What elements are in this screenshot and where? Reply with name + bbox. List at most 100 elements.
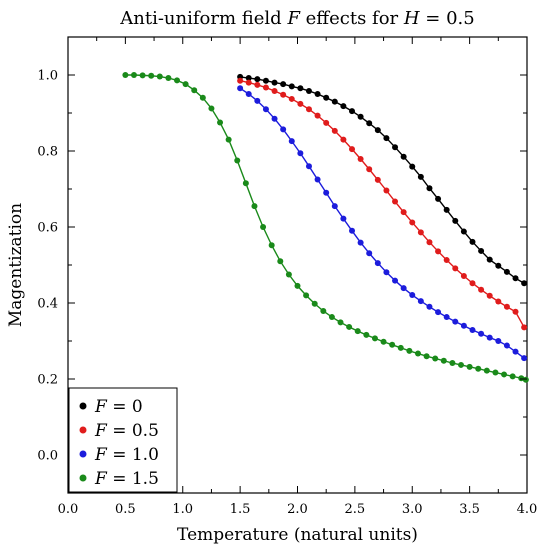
chart-title-text: Anti-uniform field F effects for H = 0.5 bbox=[119, 8, 474, 29]
data-point bbox=[469, 238, 476, 245]
data-point bbox=[288, 83, 295, 90]
data-point bbox=[503, 342, 510, 349]
data-point bbox=[400, 153, 407, 160]
data-point bbox=[518, 375, 525, 382]
data-point bbox=[392, 277, 399, 284]
x-tick-label: 3.5 bbox=[459, 502, 480, 517]
data-point bbox=[331, 203, 338, 210]
data-point bbox=[251, 203, 258, 210]
data-point bbox=[139, 72, 146, 79]
x-tick-label: 1.5 bbox=[230, 502, 251, 517]
data-point bbox=[366, 166, 373, 173]
data-point bbox=[288, 95, 295, 102]
data-point bbox=[503, 303, 510, 310]
data-point bbox=[475, 365, 482, 372]
data-point bbox=[432, 355, 439, 362]
data-point bbox=[303, 292, 310, 299]
data-point bbox=[217, 119, 224, 126]
series-2 bbox=[237, 85, 528, 362]
data-point bbox=[340, 215, 347, 222]
data-point bbox=[503, 268, 510, 275]
data-point bbox=[237, 77, 244, 84]
data-point bbox=[262, 84, 269, 91]
data-point bbox=[435, 309, 442, 316]
data-point bbox=[357, 113, 364, 120]
data-point bbox=[208, 105, 215, 112]
data-point bbox=[512, 348, 519, 355]
data-point bbox=[469, 280, 476, 287]
legend-label: F = 0 bbox=[94, 397, 143, 417]
data-point bbox=[460, 322, 467, 329]
data-point bbox=[509, 373, 516, 380]
data-point bbox=[478, 247, 485, 254]
data-point bbox=[314, 91, 321, 97]
data-point bbox=[486, 292, 493, 299]
data-point bbox=[374, 176, 381, 183]
data-point bbox=[340, 136, 347, 143]
series-line bbox=[239, 87, 525, 359]
y-tick-label: 0.8 bbox=[37, 145, 58, 160]
data-point bbox=[297, 150, 304, 157]
data-point bbox=[254, 81, 261, 88]
data-point bbox=[271, 87, 278, 94]
data-point bbox=[452, 318, 459, 325]
legend-label: F = 1.5 bbox=[94, 469, 159, 489]
data-point bbox=[237, 85, 244, 92]
series-0 bbox=[237, 73, 528, 287]
legend-marker bbox=[79, 450, 87, 458]
ticks-layer: 0.0 0.5 1.0 1.5 2.0 2.5 3.0 3.5 4.0 0.0 0.2 0.4 0.6 0… bbox=[37, 36, 537, 517]
y-tick-label: 0.2 bbox=[37, 373, 58, 388]
data-point bbox=[262, 77, 269, 84]
data-point bbox=[165, 75, 172, 82]
series-line bbox=[239, 80, 525, 328]
data-point bbox=[452, 217, 459, 224]
data-point bbox=[522, 376, 529, 383]
data-point bbox=[280, 81, 287, 88]
data-point bbox=[440, 357, 447, 364]
data-point bbox=[349, 108, 356, 115]
data-point bbox=[383, 187, 390, 194]
data-point bbox=[288, 138, 295, 145]
data-point bbox=[400, 209, 407, 216]
series-1 bbox=[237, 77, 528, 331]
data-point bbox=[417, 173, 424, 180]
data-point bbox=[323, 94, 330, 101]
data-point bbox=[495, 298, 502, 305]
x-tick-label: 2.5 bbox=[345, 502, 366, 517]
data-point bbox=[260, 224, 267, 230]
data-point bbox=[337, 319, 344, 326]
data-point bbox=[521, 280, 528, 287]
data-point bbox=[254, 76, 261, 83]
data-point bbox=[245, 79, 252, 86]
data-point bbox=[280, 126, 287, 133]
data-point bbox=[366, 250, 373, 257]
data-point bbox=[501, 371, 508, 378]
data-point bbox=[305, 87, 312, 94]
data-point bbox=[328, 314, 335, 321]
data-point bbox=[426, 185, 433, 192]
data-point bbox=[478, 330, 485, 337]
data-point bbox=[148, 72, 155, 79]
legend-label: F = 0.5 bbox=[94, 421, 159, 441]
data-point bbox=[268, 242, 275, 249]
data-point bbox=[409, 292, 416, 299]
data-point bbox=[443, 206, 450, 213]
data-point bbox=[406, 347, 413, 354]
legend-marker bbox=[79, 474, 87, 482]
legend-marker bbox=[79, 426, 87, 434]
data-point bbox=[426, 239, 433, 246]
data-point bbox=[294, 282, 301, 289]
data-point bbox=[392, 144, 399, 151]
data-point bbox=[234, 157, 241, 164]
data-point bbox=[374, 127, 381, 134]
data-point bbox=[122, 72, 129, 78]
y-tick-label: 0.4 bbox=[37, 297, 58, 312]
x-tick-label: 3.0 bbox=[402, 502, 423, 517]
data-point bbox=[460, 273, 467, 280]
data-point bbox=[460, 228, 467, 235]
data-point bbox=[245, 91, 252, 97]
legend-marker bbox=[79, 402, 87, 410]
data-point bbox=[225, 136, 232, 143]
data-point bbox=[349, 227, 356, 234]
